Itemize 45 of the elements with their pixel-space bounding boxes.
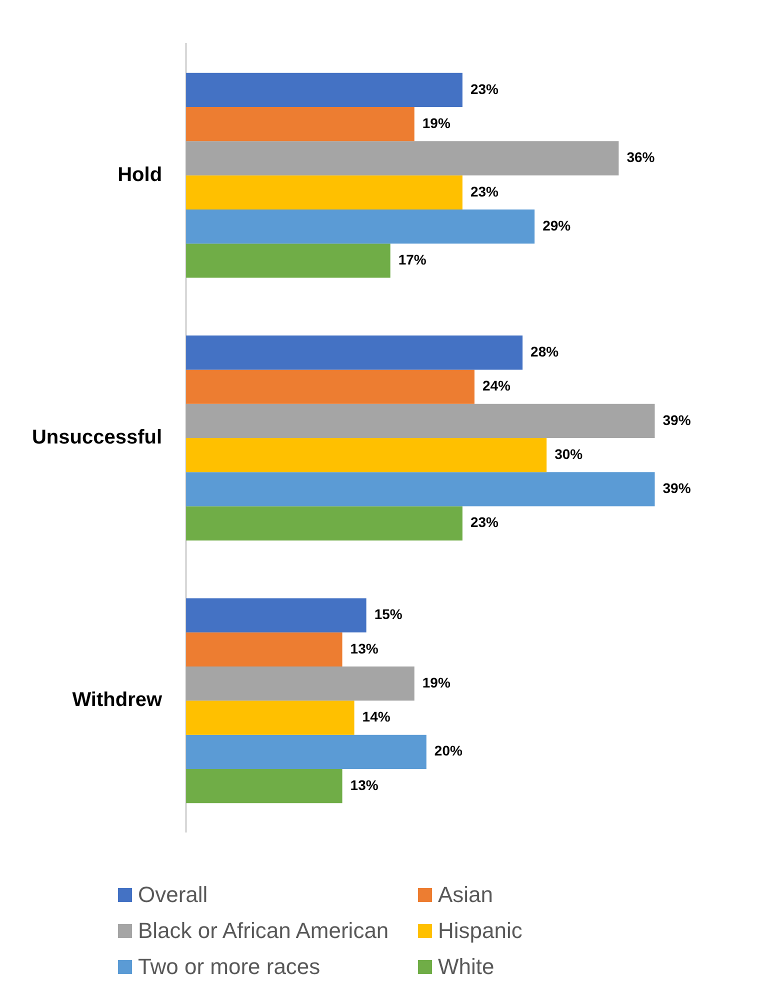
bar bbox=[186, 209, 535, 244]
legend-label: White bbox=[438, 954, 494, 980]
bar bbox=[186, 141, 619, 176]
bar bbox=[186, 768, 342, 804]
data-label: 23% bbox=[470, 80, 500, 97]
legend-label: Overall bbox=[138, 882, 208, 908]
data-label: 36% bbox=[626, 149, 656, 166]
data-label: 13% bbox=[350, 640, 379, 656]
data-label: 30% bbox=[554, 446, 584, 462]
bar bbox=[186, 404, 655, 438]
data-label: 19% bbox=[422, 674, 451, 690]
y-tick-label: Unsuccessful bbox=[32, 426, 162, 449]
legend-label: Asian bbox=[438, 882, 494, 908]
data-label: 14% bbox=[362, 708, 391, 725]
legend-label: Two or more races bbox=[138, 954, 320, 980]
bar bbox=[186, 175, 462, 210]
y-tick-label: Hold bbox=[118, 164, 162, 186]
data-label: 29% bbox=[542, 217, 572, 234]
bar bbox=[186, 244, 390, 278]
data-label: 28% bbox=[530, 343, 560, 360]
data-label: 13% bbox=[350, 776, 379, 793]
bar bbox=[186, 506, 462, 540]
data-label: 19% bbox=[422, 114, 451, 131]
bar bbox=[186, 472, 655, 506]
bar bbox=[186, 107, 414, 142]
data-label: 23% bbox=[470, 514, 500, 530]
bar bbox=[186, 438, 547, 472]
bar bbox=[186, 666, 414, 701]
legend-label: Hispanic bbox=[438, 918, 522, 944]
bar bbox=[186, 632, 342, 667]
bar bbox=[186, 700, 354, 735]
bar bbox=[186, 370, 474, 404]
bar bbox=[186, 598, 366, 632]
data-label: 24% bbox=[482, 378, 512, 394]
bar bbox=[186, 72, 462, 108]
legend-label: Black or African American bbox=[138, 918, 389, 944]
data-label: 17% bbox=[398, 252, 427, 268]
data-label: 23% bbox=[470, 183, 500, 200]
bar bbox=[186, 336, 523, 370]
data-label: 20% bbox=[434, 742, 463, 759]
data-label: 39% bbox=[662, 412, 692, 428]
y-tick-label: Withdrew bbox=[72, 689, 162, 712]
data-label: 15% bbox=[374, 606, 403, 622]
data-label: 39% bbox=[662, 480, 692, 496]
bar bbox=[186, 734, 426, 769]
